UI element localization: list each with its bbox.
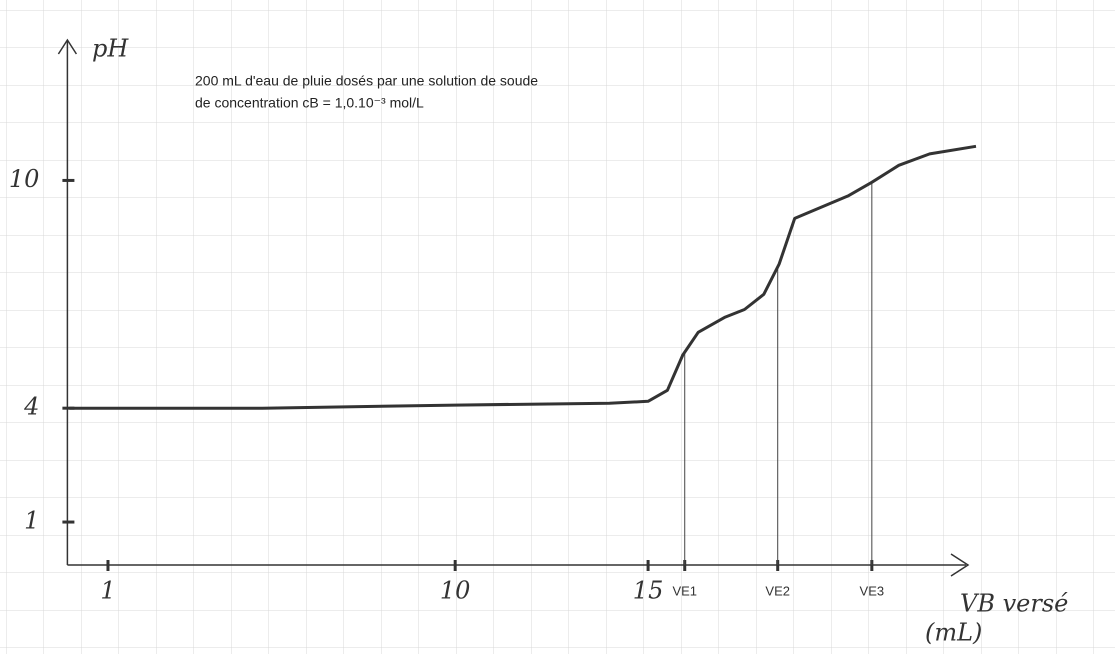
x-tick-label: VE1: [672, 583, 697, 598]
y-tick-label: 10: [9, 165, 40, 193]
y-tick-label: 4: [23, 393, 39, 421]
chart-title-line: de concentration cB = 1,0.10⁻³ mol/L: [195, 95, 424, 111]
x-axis-unit: (mL): [925, 619, 982, 647]
x-tick-label: 10: [440, 577, 471, 605]
x-axis-arrow: [950, 553, 970, 577]
titration-curve: [69, 144, 977, 410]
y-axis-arrow: [57, 38, 78, 55]
x-tick-label: 1: [100, 577, 115, 605]
x-tick-label: VE2: [765, 583, 790, 598]
x-tick-label: 15: [633, 577, 664, 605]
chart-title-line: 200 mL d'eau de pluie dosés par une solu…: [195, 73, 538, 89]
y-tick-label: 1: [24, 507, 39, 535]
x-axis-label: VB versé: [960, 590, 1068, 618]
y-axis-label: pH: [92, 35, 129, 63]
x-tick-label: VE3: [860, 583, 885, 598]
